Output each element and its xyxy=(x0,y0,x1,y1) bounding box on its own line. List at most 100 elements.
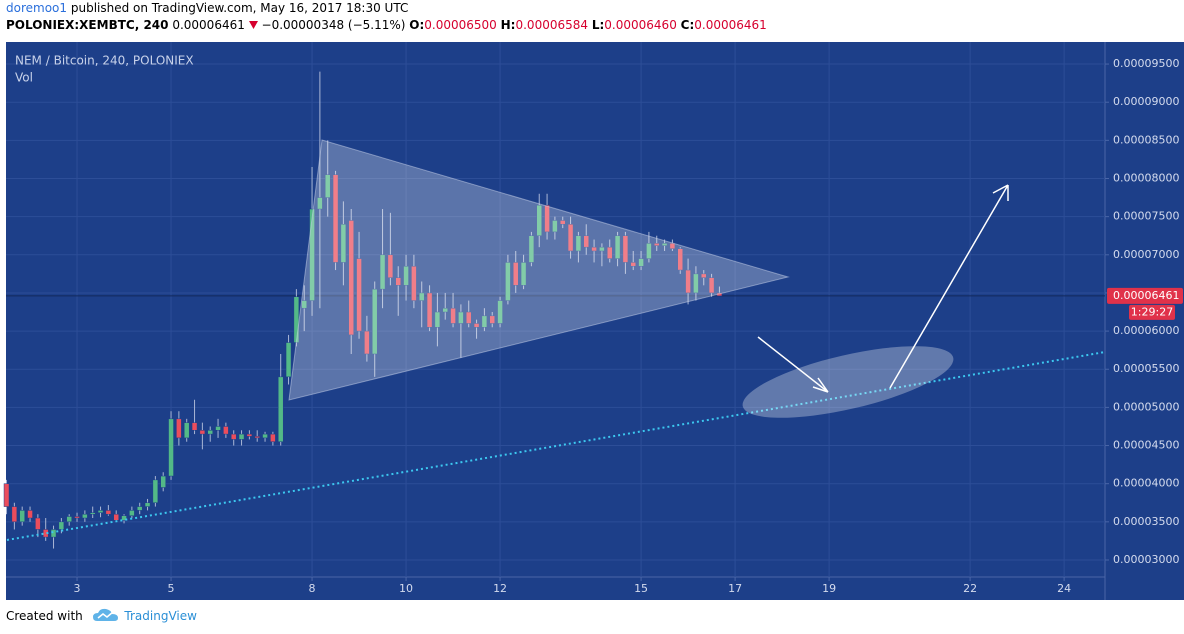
candle-body xyxy=(653,243,660,246)
candle-body xyxy=(82,513,88,519)
countdown-label: 1:29:27 xyxy=(1131,305,1173,318)
candle-body xyxy=(215,426,221,431)
candle-body xyxy=(552,220,558,233)
candle-body xyxy=(136,506,143,511)
candle-body xyxy=(19,510,25,523)
candle-body xyxy=(3,483,10,507)
close-value: 0.00006461 xyxy=(694,18,767,32)
candle-body xyxy=(575,235,582,252)
triangle-drawing xyxy=(288,139,790,401)
candle-body xyxy=(465,311,472,324)
open-value: 0.00006500 xyxy=(424,18,497,32)
candle-body xyxy=(614,235,621,259)
candle-body xyxy=(121,515,127,521)
candle-body xyxy=(309,208,315,301)
candle-body xyxy=(700,273,707,278)
candle-body xyxy=(458,311,464,324)
logo-cloud xyxy=(92,608,118,621)
candle-body xyxy=(473,323,480,328)
candle-body xyxy=(559,220,566,225)
candle-body xyxy=(105,510,112,515)
low-key: L: xyxy=(591,18,605,32)
candle-body xyxy=(97,510,104,513)
candle-body xyxy=(708,277,715,294)
candle-body xyxy=(50,529,57,538)
candle-body xyxy=(74,516,80,519)
candle-body xyxy=(332,174,339,263)
candle-body xyxy=(246,433,253,437)
candle-body xyxy=(379,254,386,290)
candle-body xyxy=(677,248,683,271)
tradingview-link[interactable]: TradingView xyxy=(124,609,197,623)
y-tick-label: 0.00007500 xyxy=(1113,210,1179,223)
candle-body xyxy=(223,426,229,435)
candle-body xyxy=(606,246,613,259)
x-tick-label: 3 xyxy=(74,582,81,595)
candle-body xyxy=(583,235,589,248)
header-line-1: doremoo1 published on TradingView.com, M… xyxy=(6,0,1176,17)
candle-body xyxy=(27,510,33,519)
candle-body xyxy=(129,510,135,516)
candle-body xyxy=(238,433,245,440)
x-tick-label: 5 xyxy=(168,582,175,595)
last-price-box xyxy=(1107,287,1183,304)
candle-body xyxy=(528,235,535,263)
footer: Created with TradingView xyxy=(6,607,197,625)
candle-body xyxy=(544,204,550,233)
close-key: C: xyxy=(680,18,695,32)
candle-body xyxy=(160,475,166,488)
candle-body xyxy=(685,269,691,294)
candle-body xyxy=(301,300,307,309)
arrow-up xyxy=(889,184,1009,389)
candle-body xyxy=(497,300,503,324)
author-link[interactable]: doremoo1 xyxy=(6,1,68,15)
y-tick-label: 0.00004500 xyxy=(1113,439,1179,452)
candle-body xyxy=(520,262,527,286)
candle-body xyxy=(230,433,237,440)
symbol: POLONIEX:XEMBTC, 240 xyxy=(6,18,169,32)
candle-body xyxy=(277,376,284,442)
y-tick-label: 0.00007000 xyxy=(1113,248,1179,261)
low-value: 0.00006460 xyxy=(604,18,677,32)
x-tick-label: 22 xyxy=(963,582,977,595)
countdown-box xyxy=(1129,304,1175,320)
y-tick-label: 0.00009500 xyxy=(1113,57,1179,70)
candle-body xyxy=(207,430,213,435)
drawings xyxy=(6,139,1106,541)
candle-body xyxy=(536,204,542,236)
candle-body xyxy=(403,265,409,286)
trend-line xyxy=(6,351,1106,541)
high-key: H: xyxy=(500,18,516,32)
arrows xyxy=(757,184,1009,393)
x-tick-label: 24 xyxy=(1057,582,1071,595)
candle-body xyxy=(411,265,417,301)
candle-body xyxy=(418,292,425,301)
created-with: Created with xyxy=(6,609,83,623)
y-tick-label: 0.00009000 xyxy=(1113,95,1179,108)
x-tick-label: 17 xyxy=(728,582,742,595)
candle-body xyxy=(622,235,629,263)
candle-body xyxy=(254,436,260,439)
candle-body xyxy=(505,262,511,301)
axes: 0.00003000 0.00003500 0.00004000 0.00004500… xyxy=(74,57,1183,595)
header: doremoo1 published on TradingView.com, M… xyxy=(6,0,1176,34)
y-tick-label: 0.00005500 xyxy=(1113,362,1179,375)
y-tick-label: 0.00005000 xyxy=(1113,400,1179,413)
change: −0.00000348 (−5.11%) xyxy=(261,18,406,32)
tradingview-logo xyxy=(92,608,118,621)
last-price-label: 0.00006461 xyxy=(1113,289,1179,302)
y-tick-label: 0.00008500 xyxy=(1113,133,1179,146)
last-price: 0.00006461 xyxy=(172,18,245,32)
candle-body xyxy=(387,254,394,278)
candle-body xyxy=(646,243,652,259)
candle-body xyxy=(340,224,347,263)
candle-body xyxy=(442,307,448,313)
y-tick-label: 0.00008000 xyxy=(1113,171,1179,184)
candle-body xyxy=(317,197,323,210)
published-text: published on TradingView.com, May 16, 20… xyxy=(70,1,409,15)
candle-body xyxy=(512,262,519,286)
y-tick-label: 0.00003500 xyxy=(1113,515,1179,528)
